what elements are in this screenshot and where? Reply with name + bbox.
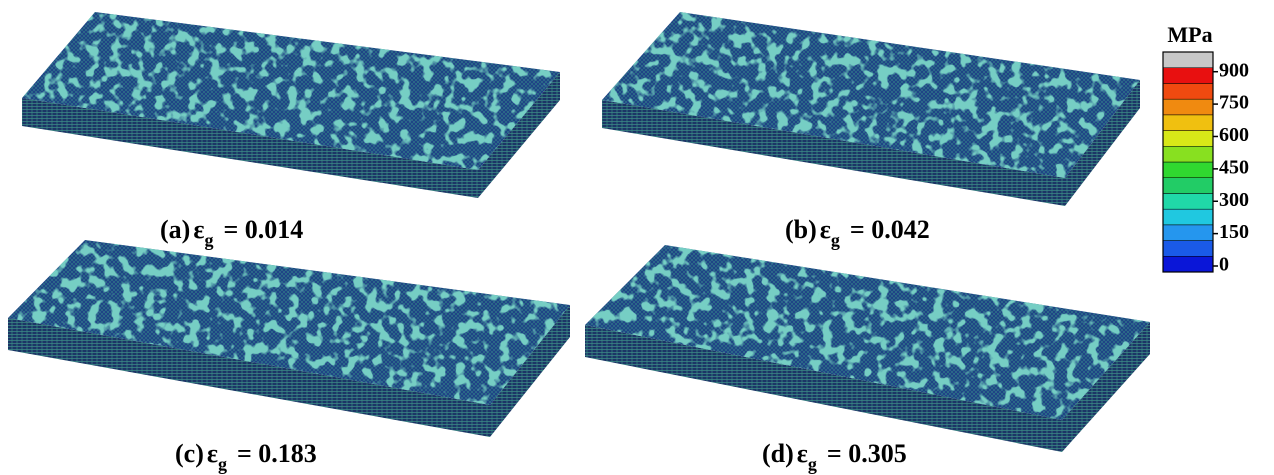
colorbar-band <box>1163 99 1213 115</box>
strain-value: = 0.183 <box>237 439 317 468</box>
panel-label: (b) <box>785 215 817 244</box>
colorbar-band <box>1163 52 1213 68</box>
strain-subscript: g <box>831 230 840 250</box>
strain-symbol: ε <box>207 439 218 468</box>
colorbar-tick-label: 0 <box>1219 254 1229 276</box>
colorbar-band <box>1163 162 1213 178</box>
panel-label: (c) <box>175 439 204 468</box>
strain-symbol: ε <box>193 215 204 244</box>
colorbar-band <box>1163 131 1213 147</box>
colorbar-band <box>1163 115 1213 131</box>
colorbar-band <box>1163 83 1213 99</box>
colorbar-band <box>1163 209 1213 225</box>
panel-caption: (c)εg = 0.183 <box>175 439 317 474</box>
colorbar-band <box>1163 241 1213 257</box>
colorbar-band <box>1163 256 1213 272</box>
strain-subscript: g <box>808 454 817 474</box>
colorbar-tick-label: 150 <box>1219 221 1249 243</box>
colorbar-tick-label: 300 <box>1219 189 1249 211</box>
panel-caption: (d)εg = 0.305 <box>762 439 907 474</box>
colorbar-band <box>1163 68 1213 84</box>
strain-symbol: ε <box>797 439 808 468</box>
strain-value: = 0.014 <box>223 215 303 244</box>
figure: (a)εg= 0.014(b)εg= 0.042(c)εg= 0.183(d)ε… <box>0 0 1274 475</box>
strain-subscript: g <box>204 230 213 250</box>
colorbar-band <box>1163 178 1213 194</box>
colorbar-tick-label: 900 <box>1219 59 1249 81</box>
colorbar-tick-label: 450 <box>1219 156 1249 178</box>
colorbar: MPa 0 150 300 450 600 750 900 <box>1163 22 1249 276</box>
colorbar-band <box>1163 146 1213 162</box>
strain-subscript: g <box>218 454 227 474</box>
colorbar-band <box>1163 193 1213 209</box>
colorbar-tick-label: 750 <box>1219 92 1249 114</box>
strain-symbol: ε <box>820 215 831 244</box>
panel-label: (d) <box>762 439 794 468</box>
panel-caption: (a)εg = 0.014 <box>160 215 303 250</box>
strain-value: = 0.305 <box>827 439 907 468</box>
strain-value: = 0.042 <box>850 215 930 244</box>
colorbar-tick-label: 600 <box>1219 124 1249 146</box>
panel-caption: (b)εg = 0.042 <box>785 215 930 250</box>
colorbar-unit: MPa <box>1167 22 1212 47</box>
colorbar-band <box>1163 225 1213 241</box>
panel-label: (a) <box>160 215 190 244</box>
